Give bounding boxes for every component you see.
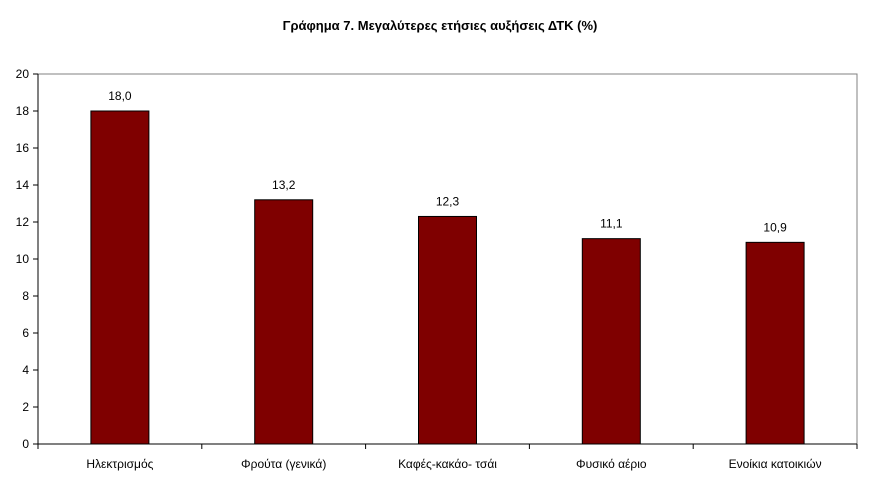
bar-value-label: 10,9 xyxy=(763,220,787,234)
x-category-label: Ηλεκτρισμός xyxy=(86,457,153,471)
y-tick-label: 4 xyxy=(22,363,29,377)
y-tick-label: 6 xyxy=(22,326,29,340)
bar-value-label: 12,3 xyxy=(436,194,460,208)
bar[interactable] xyxy=(254,199,314,445)
bar-value-label: 13,2 xyxy=(272,178,296,192)
x-category-label: Φρούτα (γενικά) xyxy=(241,457,326,471)
y-tick-label: 16 xyxy=(16,141,30,155)
y-tick-label: 18 xyxy=(16,104,30,118)
y-tick-label: 14 xyxy=(16,178,30,192)
bar-value-label: 18,0 xyxy=(108,89,132,103)
bar[interactable] xyxy=(418,215,477,445)
x-category-label: Φυσικό αέριο xyxy=(576,457,647,471)
y-tick-label: 20 xyxy=(16,67,30,81)
bar[interactable] xyxy=(90,110,150,445)
y-tick-label: 0 xyxy=(22,437,29,451)
bar[interactable] xyxy=(745,241,805,445)
y-tick-label: 8 xyxy=(22,289,29,303)
y-tick-label: 10 xyxy=(16,252,30,266)
x-category-label: Ενοίκια κατοικιών xyxy=(729,457,822,471)
y-tick-label: 12 xyxy=(16,215,30,229)
bar-value-label: 11,1 xyxy=(600,217,623,231)
y-tick-label: 2 xyxy=(22,400,29,414)
chart-title: Γράφημα 7. Μεγαλύτερες ετήσιες αυξήσεις … xyxy=(282,18,598,33)
x-category-label: Καφές-κακάο- τσάι xyxy=(398,457,497,471)
bar[interactable] xyxy=(581,238,641,445)
